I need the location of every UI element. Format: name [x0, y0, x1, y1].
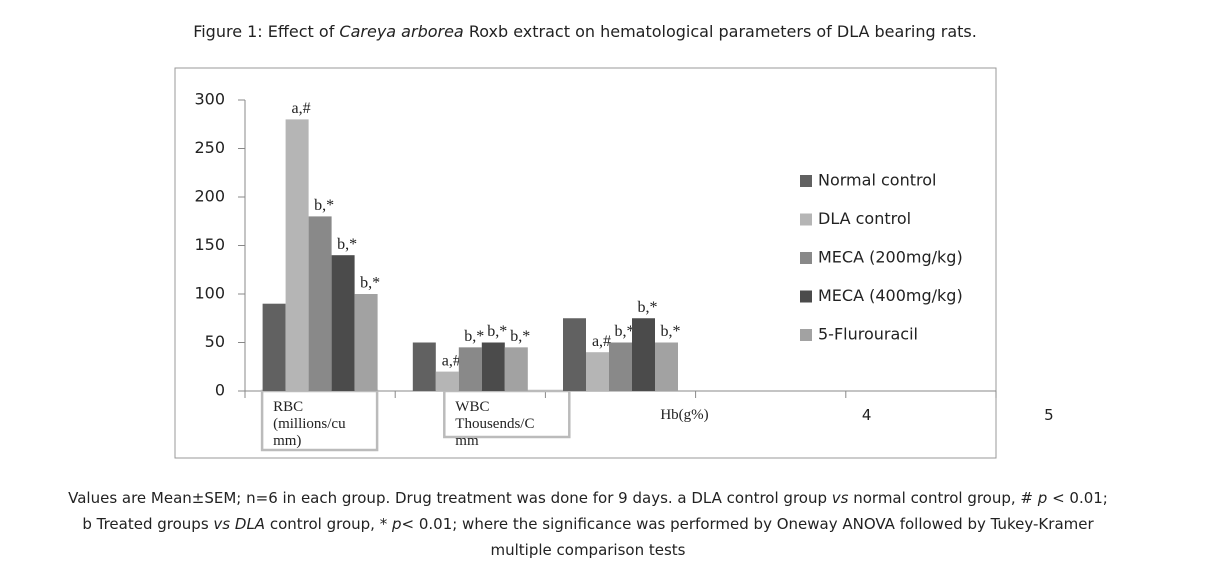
- title-part: Careya arborea: [339, 22, 463, 41]
- data-label: b,*: [360, 275, 380, 292]
- bar: [308, 216, 332, 391]
- bar: [655, 342, 678, 391]
- legend-swatch: [800, 290, 812, 303]
- data-label: b,*: [638, 299, 658, 316]
- x-tick-label: 4: [861, 406, 872, 424]
- legend-label: DLA control: [818, 209, 911, 228]
- bar: [262, 303, 286, 391]
- x-tick-label-box: WBC Thousends/C mm: [455, 399, 535, 449]
- data-label: b,*: [314, 197, 334, 214]
- y-tick-label: 50: [205, 332, 225, 351]
- bar: [504, 347, 528, 391]
- bar: [563, 318, 586, 391]
- legend-label: MECA (400mg/kg): [818, 286, 963, 305]
- footnote-part: < 0.01;: [1047, 489, 1108, 507]
- legend-swatch: [800, 213, 812, 226]
- x-tick-label-box: 4: [861, 406, 872, 424]
- y-tick-label: 200: [194, 187, 225, 206]
- legend-swatch: [800, 329, 812, 341]
- footnote-part: control group, *: [265, 515, 392, 533]
- chart-frame: [174, 67, 997, 459]
- bar: [458, 347, 482, 391]
- legend-swatch: [800, 252, 812, 264]
- legend-swatch: [800, 175, 812, 187]
- data-label: b,*: [615, 323, 635, 340]
- data-label: b,*: [661, 323, 681, 340]
- footnote-part: < 0.01; where the significance was perfo…: [402, 515, 1095, 533]
- bar: [609, 342, 632, 391]
- footnote-part: DLA: [235, 515, 265, 533]
- legend-label: 5-Flurouracil: [818, 325, 918, 344]
- bar: [354, 294, 378, 391]
- y-tick-label: 250: [194, 138, 225, 157]
- data-label: b,*: [464, 328, 484, 345]
- y-tick-label: 150: [194, 235, 225, 254]
- bar: [285, 119, 309, 392]
- legend-label: Normal control: [818, 171, 936, 190]
- footnote-part: b Treated groups: [82, 515, 213, 533]
- y-tick-label: 300: [194, 90, 225, 109]
- data-label: a,#: [592, 333, 611, 350]
- x-tick-label: RBC (millions/cu mm): [273, 399, 346, 449]
- chart-title: Figure 1: Effect of Careya arborea Roxb …: [193, 22, 977, 41]
- legend-label: MECA (200mg/kg): [818, 248, 963, 267]
- data-label: b,*: [510, 328, 530, 345]
- y-tick-label: 100: [194, 284, 225, 303]
- bar: [412, 342, 436, 391]
- x-tick-label-box: 5: [1044, 406, 1054, 424]
- bar: [331, 255, 355, 391]
- footnote-part: vs: [213, 515, 230, 533]
- footnote-part: normal control group, #: [848, 489, 1037, 507]
- x-tick-label-box: RBC (millions/cu mm): [273, 399, 346, 449]
- title-part: Roxb extract on hematological parameters…: [464, 22, 977, 41]
- data-label: a,#: [442, 352, 461, 369]
- footnote-part: multiple comparison tests: [491, 541, 686, 559]
- footnote-part: Values are Mean±SEM; n=6 in each group. …: [68, 489, 832, 507]
- bar: [435, 371, 459, 391]
- x-tick-label: 5: [1044, 406, 1054, 424]
- bar: [481, 342, 505, 391]
- footnote: b Treated groups vs DLA control group, *…: [82, 515, 1094, 533]
- data-label: a,#: [292, 100, 311, 117]
- data-label: b,*: [337, 236, 357, 253]
- footnote: Values are Mean±SEM; n=6 in each group. …: [68, 489, 1108, 507]
- footnote-part: vs: [832, 489, 849, 507]
- title-part: Figure 1: Effect of: [193, 22, 339, 41]
- x-tick-label: WBC Thousends/C mm: [455, 399, 535, 449]
- footnote: multiple comparison tests: [491, 541, 686, 559]
- footnote-part: p: [1037, 489, 1048, 507]
- bar: [586, 352, 609, 391]
- footnote-part: p: [391, 515, 402, 533]
- y-tick-label: 0: [215, 381, 225, 400]
- x-tick-label: Hb(g%): [660, 407, 709, 423]
- bar: [632, 318, 655, 391]
- data-label: b,*: [487, 323, 507, 340]
- x-tick-label-box: Hb(g%): [660, 407, 709, 423]
